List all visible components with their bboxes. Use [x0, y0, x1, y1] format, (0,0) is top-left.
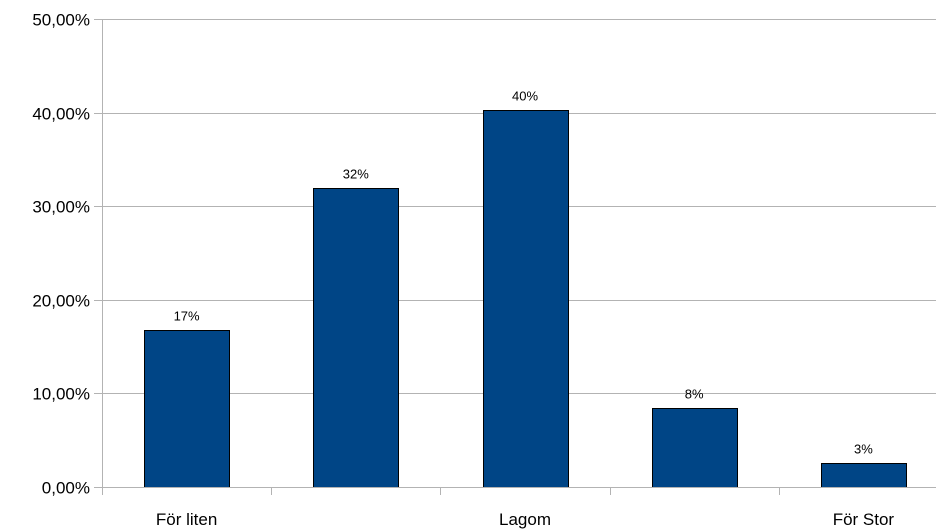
- x-category-label: Lagom: [499, 510, 551, 529]
- data-label: 8%: [685, 387, 704, 402]
- data-label: 40%: [512, 89, 538, 104]
- y-tick-label: 50,00%: [32, 11, 90, 30]
- y-tick-label: 10,00%: [32, 385, 90, 404]
- bars: 17% 32% 40% 8% 3%: [144, 89, 907, 488]
- data-label: 32%: [343, 167, 369, 182]
- bar: [144, 330, 230, 488]
- y-tick-label: 40,00%: [32, 105, 90, 124]
- y-tick-label: 30,00%: [32, 198, 90, 217]
- bar: [483, 110, 569, 488]
- x-category-label: För liten: [156, 510, 217, 529]
- x-axis: För liten Lagom För Stor: [102, 487, 936, 529]
- data-label: 3%: [854, 442, 873, 457]
- bar: [652, 408, 738, 488]
- bar: [821, 463, 907, 488]
- bar: [313, 188, 399, 488]
- data-label: 17%: [174, 309, 200, 324]
- y-tick-label: 20,00%: [32, 292, 90, 311]
- x-category-label: För Stor: [833, 510, 895, 529]
- y-axis: 0,00% 10,00% 20,00% 30,00% 40,00% 50,00%: [32, 11, 103, 498]
- y-tick-label: 0,00%: [42, 479, 90, 498]
